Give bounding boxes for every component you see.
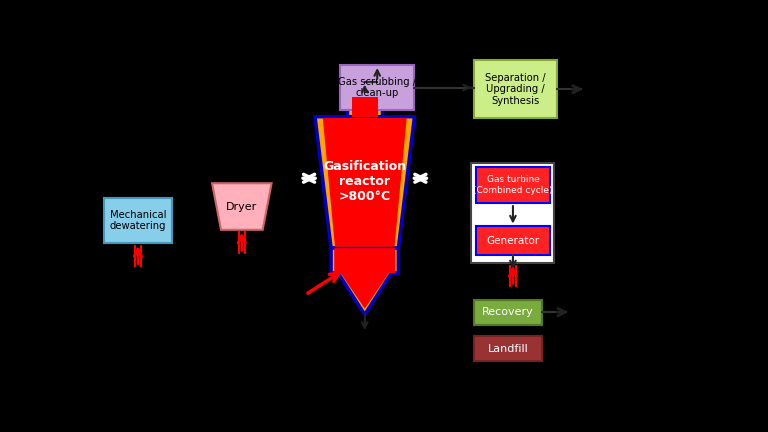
- Text: Separation /
Upgrading /
Synthesis: Separation / Upgrading / Synthesis: [485, 73, 546, 106]
- Text: Generator: Generator: [486, 235, 539, 246]
- Bar: [475, 226, 550, 255]
- Polygon shape: [331, 248, 399, 314]
- Text: Mechanical
dewatering: Mechanical dewatering: [110, 210, 166, 232]
- Bar: [474, 60, 558, 118]
- Text: Landfill: Landfill: [488, 344, 528, 354]
- Polygon shape: [212, 183, 272, 230]
- Bar: [474, 336, 542, 361]
- Text: Gasification
reactor
>800°C: Gasification reactor >800°C: [323, 160, 406, 203]
- Text: Recovery: Recovery: [482, 307, 534, 317]
- Polygon shape: [323, 118, 407, 247]
- Bar: [104, 198, 172, 243]
- Polygon shape: [315, 117, 415, 248]
- Bar: [340, 65, 415, 110]
- Text: Gas scrubbing /
clean-up: Gas scrubbing / clean-up: [338, 77, 416, 98]
- Polygon shape: [352, 97, 378, 117]
- Text: Dryer: Dryer: [227, 201, 257, 212]
- Bar: [471, 163, 554, 263]
- Polygon shape: [334, 248, 396, 308]
- Polygon shape: [347, 95, 382, 117]
- Text: Gas turbine
(Combined cycle): Gas turbine (Combined cycle): [473, 175, 553, 194]
- Bar: [474, 300, 542, 324]
- Bar: [475, 167, 550, 203]
